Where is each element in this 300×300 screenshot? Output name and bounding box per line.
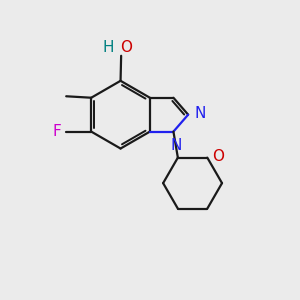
Text: F: F xyxy=(52,124,61,139)
Text: O: O xyxy=(212,149,224,164)
Text: N: N xyxy=(195,106,206,121)
Text: O: O xyxy=(120,40,132,55)
Text: H: H xyxy=(102,40,114,55)
Text: N: N xyxy=(171,138,182,153)
